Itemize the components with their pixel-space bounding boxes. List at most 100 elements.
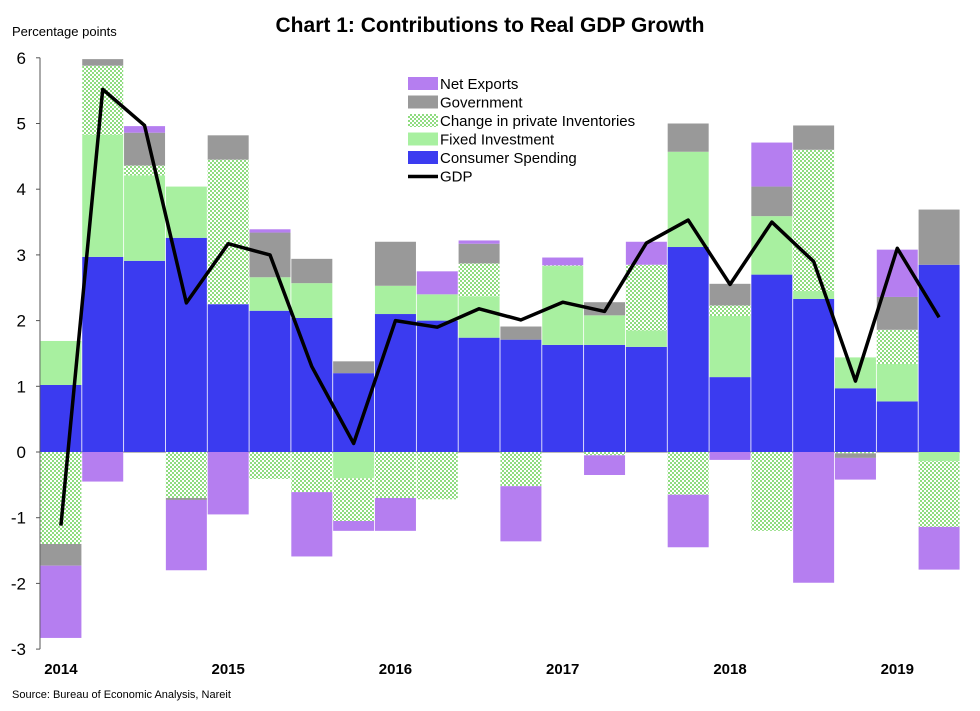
legend-label-government: Government — [440, 95, 523, 112]
bar-change-in-private-inventories — [333, 478, 375, 521]
bar-fixed-investment — [834, 357, 876, 389]
y-tick-label: 3 — [17, 246, 26, 265]
bar-fixed-investment — [667, 151, 709, 248]
bar-net-exports — [793, 452, 835, 583]
bar-net-exports — [542, 257, 584, 266]
bar-net-exports — [165, 499, 207, 571]
bar-consumer-spending — [249, 310, 291, 452]
bar-fixed-investment — [584, 315, 626, 345]
bar-change-in-private-inventories — [40, 452, 82, 544]
tick-labels: -3 -2 -1 0 1 2 3 4 5 6 2014 2015 2016 2017 2018 2019 — [11, 49, 914, 678]
bar-fixed-investment — [416, 294, 458, 321]
gdp-line-layer — [59, 87, 941, 526]
bar-consumer-spending — [207, 304, 249, 452]
x-tick-label: 2014 — [44, 661, 78, 678]
x-tick-label: 2017 — [546, 661, 579, 678]
legend-swatch-net-exports — [408, 77, 438, 90]
bar-change-in-private-inventories — [124, 165, 166, 176]
bar-fixed-investment — [876, 363, 918, 402]
bar-change-in-private-inventories — [542, 265, 584, 267]
bar-consumer-spending — [542, 344, 584, 452]
bar-fixed-investment — [291, 283, 333, 318]
bar-government — [458, 243, 500, 264]
y-tick-label: -3 — [11, 640, 26, 659]
legend-label-consumer-spending: Consumer Spending — [440, 150, 577, 167]
bar-net-exports — [458, 240, 500, 244]
bar-change-in-private-inventories — [667, 452, 709, 495]
legend-label-gdp: GDP — [440, 169, 473, 186]
bar-fixed-investment — [165, 186, 207, 238]
bar-government — [918, 209, 960, 265]
bar-change-in-private-inventories — [374, 452, 416, 498]
bar-net-exports — [709, 452, 751, 460]
y-tick-label: -1 — [11, 509, 26, 528]
bar-change-in-private-inventories — [876, 329, 918, 364]
bar-government — [40, 543, 82, 566]
bar-net-exports — [584, 455, 626, 475]
bar-government — [709, 283, 751, 306]
bar-government — [667, 123, 709, 152]
bar-net-exports — [751, 142, 793, 187]
bar-government — [793, 125, 835, 150]
bar-change-in-private-inventories — [500, 452, 542, 487]
x-tick-label: 2018 — [713, 661, 746, 678]
x-tick-label: 2019 — [881, 661, 914, 678]
x-tick-label: 2015 — [211, 661, 244, 678]
bar-fixed-investment — [918, 452, 960, 462]
bar-net-exports — [918, 526, 960, 570]
bar-government — [124, 132, 166, 166]
bar-net-exports — [40, 565, 82, 638]
y-tick-label: -2 — [11, 574, 26, 593]
bar-net-exports — [249, 229, 291, 233]
bar-government — [333, 361, 375, 374]
legend-swatch-consumer-spending — [408, 151, 438, 164]
chart-title: Chart 1: Contributions to Real GDP Growt… — [276, 14, 705, 37]
bar-change-in-private-inventories — [709, 305, 751, 317]
bar-net-exports — [291, 492, 333, 557]
y-axis-label: Percentage points — [12, 24, 117, 39]
y-tick-label: 5 — [17, 115, 26, 134]
bar-consumer-spending — [793, 298, 835, 452]
bar-consumer-spending — [124, 260, 166, 452]
legend-label-change-in-private-inventories: Change in private Inventories — [440, 113, 635, 130]
bar-consumer-spending — [584, 344, 626, 452]
bar-government — [291, 258, 333, 284]
bar-government — [165, 497, 207, 500]
bar-change-in-private-inventories — [207, 159, 249, 305]
y-tick-label: 1 — [17, 377, 26, 396]
gdp-line — [59, 87, 941, 526]
y-tick-label: 2 — [17, 312, 26, 331]
bar-net-exports — [834, 457, 876, 480]
bar-government — [374, 241, 416, 286]
bar-government — [207, 135, 249, 160]
bar-consumer-spending — [458, 337, 500, 452]
legend-swatch-government — [408, 95, 438, 109]
bar-fixed-investment — [333, 452, 375, 479]
bar-consumer-spending — [82, 256, 124, 452]
bar-change-in-private-inventories — [458, 263, 500, 297]
bar-government — [500, 326, 542, 340]
bar-change-in-private-inventories — [834, 452, 876, 454]
x-tick-label: 2016 — [379, 661, 412, 678]
bar-consumer-spending — [40, 384, 82, 452]
bar-change-in-private-inventories — [165, 452, 207, 498]
bars — [40, 59, 960, 638]
bar-consumer-spending — [625, 346, 667, 452]
legend-swatch-change-in-private-inventories — [408, 114, 438, 127]
bar-net-exports — [667, 494, 709, 548]
bar-government — [876, 296, 918, 330]
y-tick-label: 6 — [17, 49, 26, 68]
bar-change-in-private-inventories — [751, 452, 793, 531]
bar-change-in-private-inventories — [793, 149, 835, 292]
bar-consumer-spending — [500, 339, 542, 452]
bar-consumer-spending — [751, 274, 793, 452]
bar-government — [82, 59, 124, 66]
bar-government — [834, 453, 876, 458]
bar-net-exports — [333, 520, 375, 531]
bar-consumer-spending — [374, 314, 416, 452]
bar-fixed-investment — [625, 330, 667, 347]
bar-fixed-investment — [709, 316, 751, 378]
